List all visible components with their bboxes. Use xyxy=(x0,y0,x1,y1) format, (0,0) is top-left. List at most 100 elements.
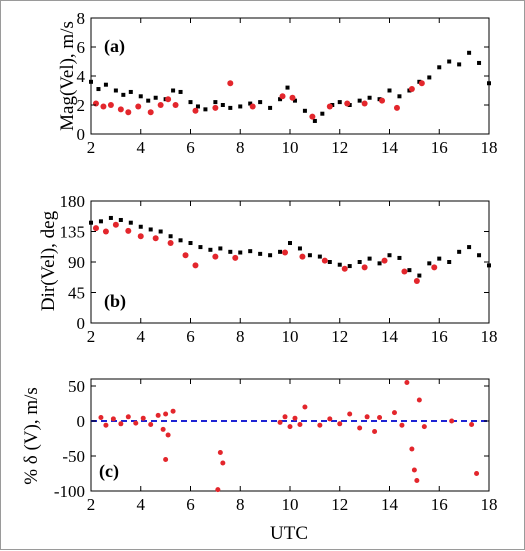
data-point-sparse xyxy=(401,268,408,275)
data-point-sparse xyxy=(361,264,368,271)
data-point xyxy=(118,421,124,427)
data-point-dense xyxy=(457,62,462,67)
panel-b-y-axis-label: Dir(Vel), deg xyxy=(38,210,59,311)
x-tick-label: 2 xyxy=(87,327,96,346)
data-point xyxy=(409,446,415,452)
panel-c-x-ticks: 2 4 6 8 10 12 14 16 18 xyxy=(87,379,498,514)
data-point-dense xyxy=(397,94,402,99)
x-tick-label: 18 xyxy=(481,495,498,514)
x-tick-label: 16 xyxy=(431,327,448,346)
data-point-sparse xyxy=(232,254,239,261)
x-tick-label: 12 xyxy=(331,495,348,514)
data-point-sparse xyxy=(135,103,142,110)
data-point xyxy=(163,457,169,462)
data-point-dense xyxy=(208,247,213,252)
panel-c: 2 4 6 8 10 12 14 16 18 -100 -50 0 50 (c) % δ (V), m… xyxy=(21,377,498,514)
data-point-sparse xyxy=(431,264,438,271)
data-point-dense xyxy=(297,246,302,251)
data-point xyxy=(391,410,397,416)
data-point-sparse xyxy=(408,86,415,93)
panel-a-y-axis-label: Mag(Vel), m/s xyxy=(57,21,78,131)
panel-b-y-ticks: 0 45 90 135 180 xyxy=(60,192,489,333)
y-tick-label: 8 xyxy=(77,9,86,28)
y-tick-label: 0 xyxy=(77,412,86,431)
data-point-dense xyxy=(397,255,402,260)
data-point-dense xyxy=(171,88,176,93)
y-tick-label: -50 xyxy=(62,447,85,466)
panel-c-label: (c) xyxy=(99,461,119,482)
data-point-dense xyxy=(278,249,283,254)
data-point xyxy=(155,412,161,418)
data-point xyxy=(327,416,333,422)
y-tick-label: 45 xyxy=(68,284,85,303)
panel-a-label: (a) xyxy=(104,36,125,57)
data-point xyxy=(110,416,116,422)
data-point xyxy=(160,426,166,432)
data-point-dense xyxy=(317,254,322,259)
data-point-sparse xyxy=(326,103,333,110)
data-point-dense xyxy=(238,104,243,109)
x-tick-label: 12 xyxy=(331,327,348,346)
data-point-sparse xyxy=(192,262,199,269)
panel-c-y-ticks: -100 -50 0 50 xyxy=(54,377,489,501)
data-point-dense xyxy=(320,111,325,116)
data-point-dense xyxy=(387,253,392,258)
panel-a-points xyxy=(89,50,491,123)
data-point-sparse xyxy=(172,102,179,108)
data-point-dense xyxy=(188,241,193,246)
data-point xyxy=(140,415,146,421)
data-point-dense xyxy=(218,246,223,251)
data-point-sparse xyxy=(249,103,256,110)
data-point-dense xyxy=(121,92,126,97)
data-point-dense xyxy=(288,241,292,246)
data-point xyxy=(98,415,104,420)
data-point-dense xyxy=(153,95,158,100)
data-point xyxy=(399,422,405,428)
data-point-sparse xyxy=(165,96,172,103)
data-point xyxy=(220,460,226,466)
data-point xyxy=(217,450,223,455)
data-point-sparse xyxy=(299,253,306,260)
data-point-sparse xyxy=(137,233,144,240)
data-point-dense xyxy=(158,229,163,234)
data-point-dense xyxy=(128,220,133,225)
data-point-dense xyxy=(307,253,312,258)
data-point-sparse xyxy=(279,93,286,100)
data-point-dense xyxy=(118,217,123,222)
data-point-sparse xyxy=(393,104,400,111)
data-point-dense xyxy=(178,89,183,94)
data-point xyxy=(302,404,308,410)
data-point-sparse xyxy=(112,221,119,228)
data-point-dense xyxy=(213,100,218,105)
panel-b: 2 4 6 8 10 12 14 16 18 0 45 90 135 180 (b) Dir(Vel),… xyxy=(38,192,498,346)
panel-c-points xyxy=(98,380,480,493)
data-point-dense xyxy=(228,249,233,254)
data-point xyxy=(317,422,323,428)
y-tick-label: 180 xyxy=(60,192,86,211)
data-point-sparse xyxy=(413,277,420,284)
data-point-sparse xyxy=(117,106,124,113)
data-point-dense xyxy=(337,262,342,267)
data-point xyxy=(170,408,176,414)
x-tick-label: 6 xyxy=(186,138,195,157)
data-point xyxy=(287,424,293,430)
data-point-dense xyxy=(258,251,263,256)
data-point-sparse xyxy=(125,227,132,234)
data-point-sparse xyxy=(212,104,219,111)
data-point-dense xyxy=(178,238,183,243)
data-point-dense xyxy=(268,105,273,110)
data-point-sparse xyxy=(157,102,164,108)
data-point xyxy=(411,467,417,473)
data-point-sparse xyxy=(92,100,99,107)
data-point xyxy=(372,429,378,434)
data-point-dense xyxy=(248,249,253,254)
data-point xyxy=(292,415,298,421)
data-point-dense xyxy=(407,268,412,273)
data-point-sparse xyxy=(125,109,132,116)
data-point-dense xyxy=(146,98,151,103)
data-point-sparse xyxy=(418,80,425,87)
data-point xyxy=(414,478,420,483)
data-point-dense xyxy=(367,95,372,100)
data-point xyxy=(133,420,139,426)
data-point xyxy=(377,415,383,420)
